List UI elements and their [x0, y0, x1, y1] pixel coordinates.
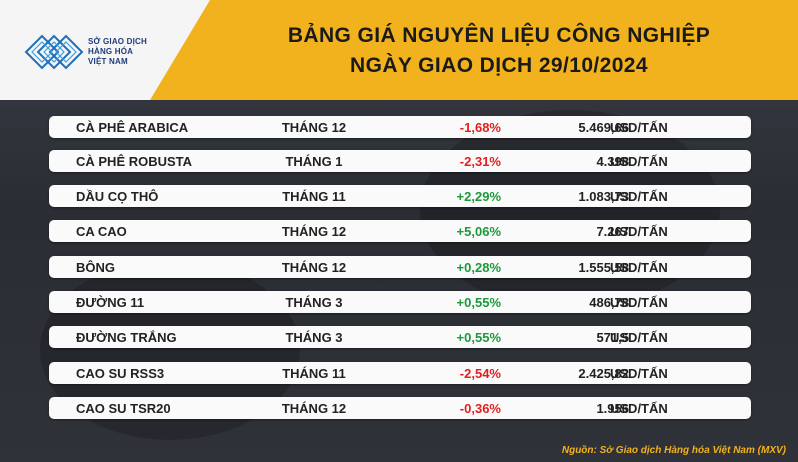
contract-month: THÁNG 11 [282, 366, 346, 381]
source-note: Nguồn: Sở Giao dịch Hàng hóa Việt Nam (M… [561, 445, 786, 456]
mxv-logo-icon [24, 34, 84, 70]
price-value: 1.083,73 [578, 189, 629, 204]
table-row: CA CAO THÁNG 12 +5,06% 7.267 USD/TẤN [49, 220, 751, 242]
table-row: CÀ PHÊ ARABICA THÁNG 12 -1,68% 5.469,66 … [49, 116, 751, 138]
contract-month: THÁNG 12 [281, 120, 347, 135]
price-unit: USD/TẤN [610, 295, 668, 310]
commodity-name: CÀ PHÊ ROBUSTA [76, 154, 193, 169]
price-change: +0,55% [456, 295, 501, 310]
logo-line: HÀNG HÓA [88, 47, 134, 56]
price-change: -1,68% [459, 120, 501, 135]
contract-month: THÁNG 12 [281, 401, 347, 416]
price-unit: USD/TẤN [610, 120, 668, 135]
price-unit: USD/TẤN [610, 154, 668, 169]
table-row: CAO SU RSS3 THÁNG 11 -2,54% 2.425,82 USD… [49, 362, 751, 384]
commodity-name: ĐƯỜNG 11 [76, 295, 145, 310]
price-unit: USD/TẤN [610, 401, 668, 416]
contract-month: THÁNG 12 [281, 260, 347, 275]
contract-month: THÁNG 12 [281, 224, 347, 239]
table-row: CÀ PHÊ ROBUSTA THÁNG 1 -2,31% 4.398 USD/… [49, 150, 751, 172]
table-row: CAO SU TSR20 THÁNG 12 -0,36% 1.956 USD/T… [49, 397, 751, 419]
price-value: 2.425,82 [578, 366, 629, 381]
header: SỞ GIAO DỊCH HÀNG HÓA VIỆT NAM BẢNG GIÁ … [0, 0, 798, 100]
commodity-name: DẦU CỌ THÔ [76, 189, 159, 204]
price-change: -2,54% [459, 366, 501, 381]
price-change: +5,06% [456, 224, 501, 239]
price-change: +2,29% [456, 189, 501, 204]
logo-text: SỞ GIAO DỊCH HÀNG HÓA VIỆT NAM [88, 37, 147, 67]
table-row: DẦU CỌ THÔ THÁNG 11 +2,29% 1.083,73 USD/… [49, 185, 751, 207]
price-change: -2,31% [459, 154, 501, 169]
price-value: 5.469,66 [578, 120, 629, 135]
price-value: 486,78 [589, 295, 629, 310]
logo-line: VIỆT NAM [88, 57, 128, 66]
contract-month: THÁNG 3 [285, 330, 343, 345]
price-unit: USD/TẤN [610, 366, 668, 381]
table-row: ĐƯỜNG 11 THÁNG 3 +0,55% 486,78 USD/TẤN [49, 291, 751, 313]
contract-month: THÁNG 11 [282, 189, 346, 204]
commodity-name: CA CAO [76, 224, 127, 239]
commodity-name: BÔNG [76, 260, 115, 275]
price-unit: USD/TẤN [610, 224, 668, 239]
title-banner [150, 0, 798, 100]
price-change: -0,36% [459, 401, 501, 416]
page-subtitle: NGÀY GIAO DỊCH 29/10/2024 [350, 54, 648, 77]
commodity-name: CAO SU TSR20 [76, 401, 171, 416]
contract-month: THÁNG 1 [285, 154, 343, 169]
background-shape [420, 110, 720, 310]
logo: SỞ GIAO DỊCH HÀNG HÓA VIỆT NAM [22, 22, 172, 82]
commodity-name: CAO SU RSS3 [76, 366, 165, 381]
contract-month: THÁNG 3 [285, 295, 343, 310]
price-unit: USD/TẤN [610, 330, 668, 345]
page-title: BẢNG GIÁ NGUYÊN LIỆU CÔNG NGHIỆP [287, 24, 711, 47]
price-value: 4.398 [596, 154, 629, 169]
commodity-name: ĐƯỜNG TRẮNG [76, 330, 177, 345]
table-row: BÔNG THÁNG 12 +0,28% 1.555,58 USD/TẤN [49, 256, 751, 278]
commodity-name: CÀ PHÊ ARABICA [76, 120, 189, 135]
table-row: ĐƯỜNG TRẮNG THÁNG 3 +0,55% 571,5 USD/TẤN [49, 326, 751, 348]
price-unit: USD/TẤN [610, 189, 668, 204]
logo-line: SỞ GIAO DỊCH [88, 37, 148, 46]
price-value: 7.267 [596, 224, 629, 239]
price-change: +0,55% [456, 330, 501, 345]
price-change: +0,28% [456, 260, 501, 275]
price-value: 1.956 [596, 401, 629, 416]
price-value: 571,5 [596, 330, 629, 345]
price-value: 1.555,58 [578, 260, 629, 275]
price-unit: USD/TẤN [610, 260, 668, 275]
